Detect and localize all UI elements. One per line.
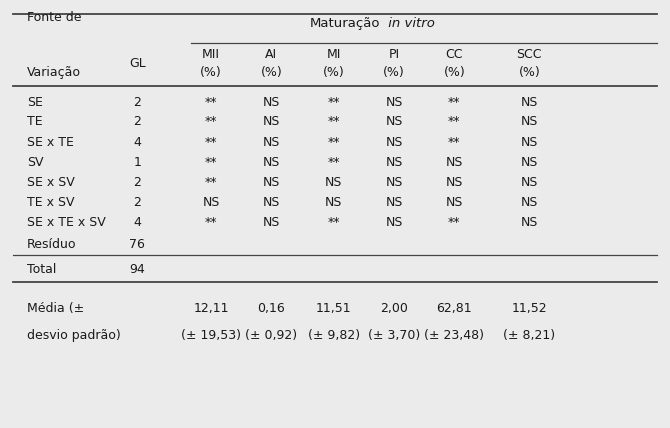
Text: NS: NS [385, 96, 403, 109]
Text: (± 8,21): (± 8,21) [503, 330, 555, 342]
Text: 2: 2 [133, 176, 141, 189]
Text: Variação: Variação [27, 66, 81, 79]
Text: GL: GL [129, 57, 146, 70]
Text: **: ** [205, 96, 217, 109]
Text: TE: TE [27, 116, 42, 128]
Text: 11,52: 11,52 [511, 302, 547, 315]
Text: 2,00: 2,00 [380, 302, 408, 315]
Text: SV: SV [27, 156, 44, 169]
Text: AI: AI [265, 48, 277, 61]
Text: NS: NS [263, 96, 280, 109]
Text: NS: NS [385, 116, 403, 128]
Text: NS: NS [521, 216, 538, 229]
Text: **: ** [448, 136, 460, 149]
Text: NS: NS [202, 196, 220, 209]
Text: 12,11: 12,11 [194, 302, 228, 315]
Text: **: ** [448, 116, 460, 128]
Text: SE: SE [27, 96, 43, 109]
Text: 0,16: 0,16 [257, 302, 285, 315]
Text: SE x TE x SV: SE x TE x SV [27, 216, 106, 229]
Text: (%): (%) [444, 66, 465, 79]
Text: PI: PI [389, 48, 399, 61]
Text: NS: NS [385, 136, 403, 149]
Text: NS: NS [263, 216, 280, 229]
Text: NS: NS [521, 196, 538, 209]
Text: TE x SV: TE x SV [27, 196, 74, 209]
Text: NS: NS [325, 196, 342, 209]
Text: NS: NS [385, 196, 403, 209]
Text: NS: NS [521, 156, 538, 169]
Text: **: ** [205, 216, 217, 229]
Text: **: ** [328, 156, 340, 169]
Text: Total: Total [27, 263, 56, 276]
Text: 2: 2 [133, 96, 141, 109]
Text: 1: 1 [133, 156, 141, 169]
Text: CC: CC [446, 48, 463, 61]
Text: **: ** [205, 116, 217, 128]
Text: NS: NS [263, 196, 280, 209]
Text: (%): (%) [261, 66, 282, 79]
Text: 62,81: 62,81 [436, 302, 472, 315]
Text: **: ** [205, 136, 217, 149]
Text: NS: NS [446, 156, 463, 169]
Text: MI: MI [326, 48, 341, 61]
Text: (%): (%) [200, 66, 222, 79]
Text: **: ** [205, 156, 217, 169]
Text: Resíduo: Resíduo [27, 238, 76, 251]
Text: **: ** [448, 216, 460, 229]
Text: NS: NS [385, 156, 403, 169]
Text: desvio padrão): desvio padrão) [27, 330, 121, 342]
Text: NS: NS [263, 176, 280, 189]
Text: (%): (%) [519, 66, 540, 79]
Text: (± 3,70): (± 3,70) [368, 330, 420, 342]
Text: (± 19,53): (± 19,53) [181, 330, 241, 342]
Text: SE x TE: SE x TE [27, 136, 74, 149]
Text: **: ** [328, 216, 340, 229]
Text: Média (±: Média (± [27, 302, 84, 315]
Text: 76: 76 [129, 238, 145, 251]
Text: NS: NS [263, 156, 280, 169]
Text: 4: 4 [133, 136, 141, 149]
Text: (%): (%) [323, 66, 344, 79]
Text: Fonte de: Fonte de [27, 11, 81, 24]
Text: NS: NS [385, 216, 403, 229]
Text: (± 9,82): (± 9,82) [308, 330, 360, 342]
Text: **: ** [205, 176, 217, 189]
Text: NS: NS [521, 96, 538, 109]
Text: (± 0,92): (± 0,92) [245, 330, 297, 342]
Text: **: ** [448, 96, 460, 109]
Text: 4: 4 [133, 216, 141, 229]
Text: in vitro: in vitro [383, 17, 434, 30]
Text: NS: NS [263, 136, 280, 149]
Text: NS: NS [446, 176, 463, 189]
Text: NS: NS [263, 116, 280, 128]
Text: **: ** [328, 136, 340, 149]
Text: NS: NS [521, 176, 538, 189]
Text: MII: MII [202, 48, 220, 61]
Text: **: ** [328, 96, 340, 109]
Text: 2: 2 [133, 116, 141, 128]
Text: 11,51: 11,51 [316, 302, 352, 315]
Text: 94: 94 [129, 263, 145, 276]
Text: NS: NS [521, 116, 538, 128]
Text: NS: NS [521, 136, 538, 149]
Text: NS: NS [446, 196, 463, 209]
Text: SE x SV: SE x SV [27, 176, 74, 189]
Text: NS: NS [325, 176, 342, 189]
Text: SCC: SCC [517, 48, 542, 61]
Text: 2: 2 [133, 196, 141, 209]
Text: NS: NS [385, 176, 403, 189]
Text: **: ** [328, 116, 340, 128]
Text: (%): (%) [383, 66, 405, 79]
Text: (± 23,48): (± 23,48) [424, 330, 484, 342]
Text: Maturação: Maturação [310, 17, 381, 30]
